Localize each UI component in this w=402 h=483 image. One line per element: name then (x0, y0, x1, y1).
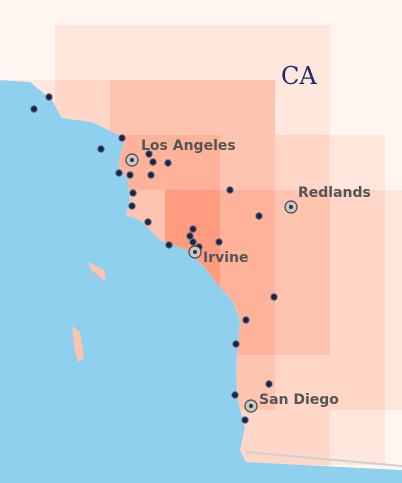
heat-cell (385, 25, 402, 80)
state-label: CA (281, 62, 317, 90)
location-dot-icon[interactable] (270, 293, 278, 301)
location-dot-icon[interactable] (265, 380, 273, 388)
location-dot-icon[interactable] (145, 150, 153, 158)
heat-cell (110, 0, 165, 25)
heat-cell (275, 190, 330, 245)
city-markers (125, 153, 298, 413)
location-dot-icon[interactable] (215, 238, 223, 246)
heat-cell (220, 25, 275, 80)
location-dot-icon[interactable] (149, 158, 157, 166)
heat-cell (385, 245, 402, 300)
heat-cell (330, 300, 385, 355)
location-dot-icon[interactable] (97, 145, 105, 153)
city-label-los-angeles[interactable]: Los Angeles (141, 138, 236, 154)
heat-cell (110, 25, 165, 80)
location-dot-icon[interactable] (232, 340, 240, 348)
location-dot-icon[interactable] (164, 159, 172, 167)
heat-cell (330, 135, 385, 190)
heat-cell (0, 25, 55, 80)
heat-cell (385, 465, 402, 470)
location-dot-icon[interactable] (255, 212, 263, 220)
heat-cell (220, 245, 275, 300)
city-target-icon[interactable] (244, 399, 258, 413)
location-dot-icon[interactable] (242, 316, 250, 324)
location-dot-icon[interactable] (186, 232, 194, 240)
heat-cell (165, 135, 220, 190)
heat-cell (385, 190, 402, 245)
city-target-icon[interactable] (284, 200, 298, 214)
heat-cell (330, 410, 385, 465)
location-dot-icon[interactable] (30, 105, 38, 113)
heat-cell (330, 245, 385, 300)
heat-cell (385, 410, 402, 465)
border-line (245, 451, 402, 467)
heat-cell (330, 355, 385, 410)
heat-cell (110, 80, 165, 135)
location-dot-icon[interactable] (189, 238, 197, 246)
location-dot-icon[interactable] (129, 189, 137, 197)
location-dot-icon[interactable] (115, 169, 123, 177)
heat-cell (275, 135, 330, 190)
location-dot-icon[interactable] (45, 93, 53, 101)
island-shape (88, 262, 106, 282)
heat-cell (0, 0, 55, 25)
heat-cell (275, 0, 330, 25)
city-label-san-diego[interactable]: San Diego (259, 392, 339, 408)
heat-cell (330, 25, 385, 80)
location-dot-icon[interactable] (128, 202, 136, 210)
heat-cell (55, 0, 110, 25)
heat-cell (165, 25, 220, 80)
heat-cell (220, 190, 275, 245)
location-dot-icon[interactable] (226, 186, 234, 194)
island-shape (72, 326, 84, 362)
heat-cell (385, 355, 402, 410)
heat-cell (165, 80, 220, 135)
heat-cell (385, 300, 402, 355)
heat-cell (385, 0, 402, 25)
heat-cell (385, 135, 402, 190)
heat-cell (275, 245, 330, 300)
heat-cell (330, 80, 385, 135)
location-dot-icon[interactable] (126, 171, 134, 179)
heat-cell (220, 0, 275, 25)
heat-cell (330, 190, 385, 245)
heat-cell (220, 80, 275, 135)
location-dot-icon[interactable] (147, 171, 155, 179)
location-dot-icon[interactable] (118, 134, 126, 142)
location-dot-icon[interactable] (144, 218, 152, 226)
heat-cell (55, 25, 110, 80)
point-markers (30, 93, 293, 424)
heat-cell (220, 135, 275, 190)
heat-cell (275, 80, 330, 135)
city-label-irvine[interactable]: Irvine (203, 250, 249, 266)
city-target-icon[interactable] (188, 245, 202, 259)
location-dot-icon[interactable] (189, 225, 197, 233)
city-label-redlands[interactable]: Redlands (298, 185, 371, 201)
heat-cell (275, 355, 330, 410)
heat-cell (385, 80, 402, 135)
heat-cell (165, 0, 220, 25)
heat-cell (275, 300, 330, 355)
location-dot-icon[interactable] (165, 241, 173, 249)
location-dot-icon[interactable] (241, 416, 249, 424)
heat-cell (330, 0, 385, 25)
city-target-icon[interactable] (125, 153, 139, 167)
location-dot-icon[interactable] (231, 391, 239, 399)
heat-cell (275, 25, 330, 80)
heat-cell (330, 465, 385, 470)
